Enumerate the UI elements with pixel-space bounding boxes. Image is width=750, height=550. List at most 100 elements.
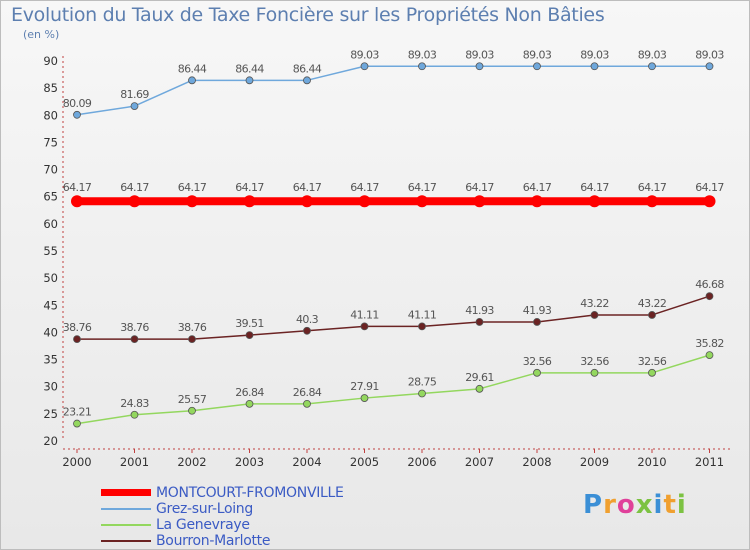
data-point <box>130 410 139 419</box>
data-point <box>360 62 369 71</box>
data-point <box>303 326 311 335</box>
data-point <box>73 335 81 344</box>
x-tick-label: 2000 <box>62 455 91 469</box>
data-label: 38.76 <box>63 321 92 334</box>
data-point <box>590 311 599 319</box>
data-point <box>475 62 484 71</box>
proxiti-logo: Proxiti <box>583 490 687 520</box>
data-point <box>71 195 83 208</box>
chart-title: Evolution du Taux de Taxe Foncière sur l… <box>11 4 605 26</box>
x-tick-label: 2007 <box>465 455 494 469</box>
y-tick-label: 50 <box>43 271 58 285</box>
data-point <box>703 195 716 208</box>
y-tick-label: 45 <box>43 298 58 312</box>
data-label: 89.03 <box>465 48 494 61</box>
data-point <box>590 62 599 71</box>
x-tick-label: 2006 <box>407 455 436 469</box>
series-line-3 <box>76 295 711 340</box>
data-label: 64.17 <box>120 181 149 194</box>
legend-swatch <box>101 540 151 542</box>
data-label: 26.84 <box>235 386 264 399</box>
data-label: 89.03 <box>523 48 552 61</box>
data-point <box>360 394 369 402</box>
y-tick-label: 20 <box>43 434 58 448</box>
legend-label: La Genevraye <box>156 517 250 533</box>
data-point <box>533 318 541 326</box>
data-label: 23.21 <box>63 406 92 419</box>
x-tick-label: 2009 <box>580 455 609 469</box>
data-label: 25.57 <box>178 393 207 406</box>
series-line-2 <box>76 354 711 425</box>
data-label: 46.68 <box>695 278 724 291</box>
data-point <box>473 195 486 208</box>
data-point <box>73 110 81 119</box>
y-tick-label: 55 <box>43 244 58 258</box>
data-label: 64.17 <box>638 181 667 194</box>
data-point <box>360 322 369 331</box>
data-point <box>245 399 254 408</box>
legend-swatch <box>101 508 151 510</box>
y-tick-label: 80 <box>43 108 58 122</box>
legend-label: Bourron-Marlotte <box>156 533 271 549</box>
data-label: 64.17 <box>695 181 724 194</box>
data-label: 64.17 <box>408 181 437 194</box>
data-label: 32.56 <box>523 355 552 368</box>
legend-swatch <box>101 489 151 496</box>
data-label: 80.09 <box>63 97 92 110</box>
data-label: 64.17 <box>523 181 552 194</box>
legend-label: Grez-sur-Loing <box>156 501 253 517</box>
data-point <box>588 195 601 208</box>
y-tick-label: 65 <box>43 190 58 204</box>
data-point <box>243 195 256 208</box>
data-point <box>590 368 599 377</box>
data-label: 24.83 <box>120 397 149 410</box>
data-point <box>416 195 428 208</box>
data-point <box>705 62 714 71</box>
data-label: 32.56 <box>580 355 609 368</box>
y-tick-label: 40 <box>43 325 58 339</box>
data-label: 64.17 <box>63 181 92 194</box>
y-unit-label: (en %) <box>23 28 60 41</box>
data-point <box>646 195 658 208</box>
plot-area <box>63 56 731 446</box>
y-tick-label: 60 <box>43 217 58 231</box>
data-label: 39.51 <box>235 317 264 330</box>
data-point <box>130 335 139 344</box>
y-tick-label: 90 <box>43 54 58 68</box>
data-point <box>648 368 656 377</box>
data-point <box>186 195 198 208</box>
x-tick-label: 2011 <box>695 455 724 469</box>
y-tick-label: 85 <box>43 81 58 95</box>
data-label: 28.75 <box>408 376 437 389</box>
data-label: 64.17 <box>350 181 379 194</box>
x-tick-label: 2001 <box>120 455 149 469</box>
data-label: 89.03 <box>638 48 667 61</box>
x-tick-label: 2002 <box>177 455 206 469</box>
data-point <box>130 102 139 111</box>
x-tick-label: 2010 <box>637 455 666 469</box>
data-point <box>531 195 543 208</box>
data-point <box>475 384 484 393</box>
data-label: 29.61 <box>465 371 494 384</box>
y-tick-labels: 20 25 30 35 40 45 50 55 60 65 70 75 80 85 90 <box>43 54 58 448</box>
x-tick-label: 2005 <box>350 455 379 469</box>
data-point <box>705 292 714 301</box>
data-label: 89.03 <box>408 48 437 61</box>
data-label: 89.03 <box>350 48 379 61</box>
y-tick-label: 25 <box>43 407 58 421</box>
data-point <box>533 368 541 377</box>
data-point <box>188 76 196 85</box>
y-tick-label: 35 <box>43 353 58 367</box>
series-line-1 <box>76 65 711 116</box>
x-tick-label: 2008 <box>522 455 551 469</box>
data-point <box>245 76 254 85</box>
data-label: 86.44 <box>235 62 264 75</box>
data-point <box>705 351 714 360</box>
data-label: 81.69 <box>120 88 149 101</box>
data-label: 27.91 <box>350 380 379 393</box>
data-label: 41.93 <box>465 304 494 317</box>
data-point <box>418 322 426 331</box>
data-point <box>301 195 313 208</box>
x-tick-label: 2003 <box>235 455 264 469</box>
